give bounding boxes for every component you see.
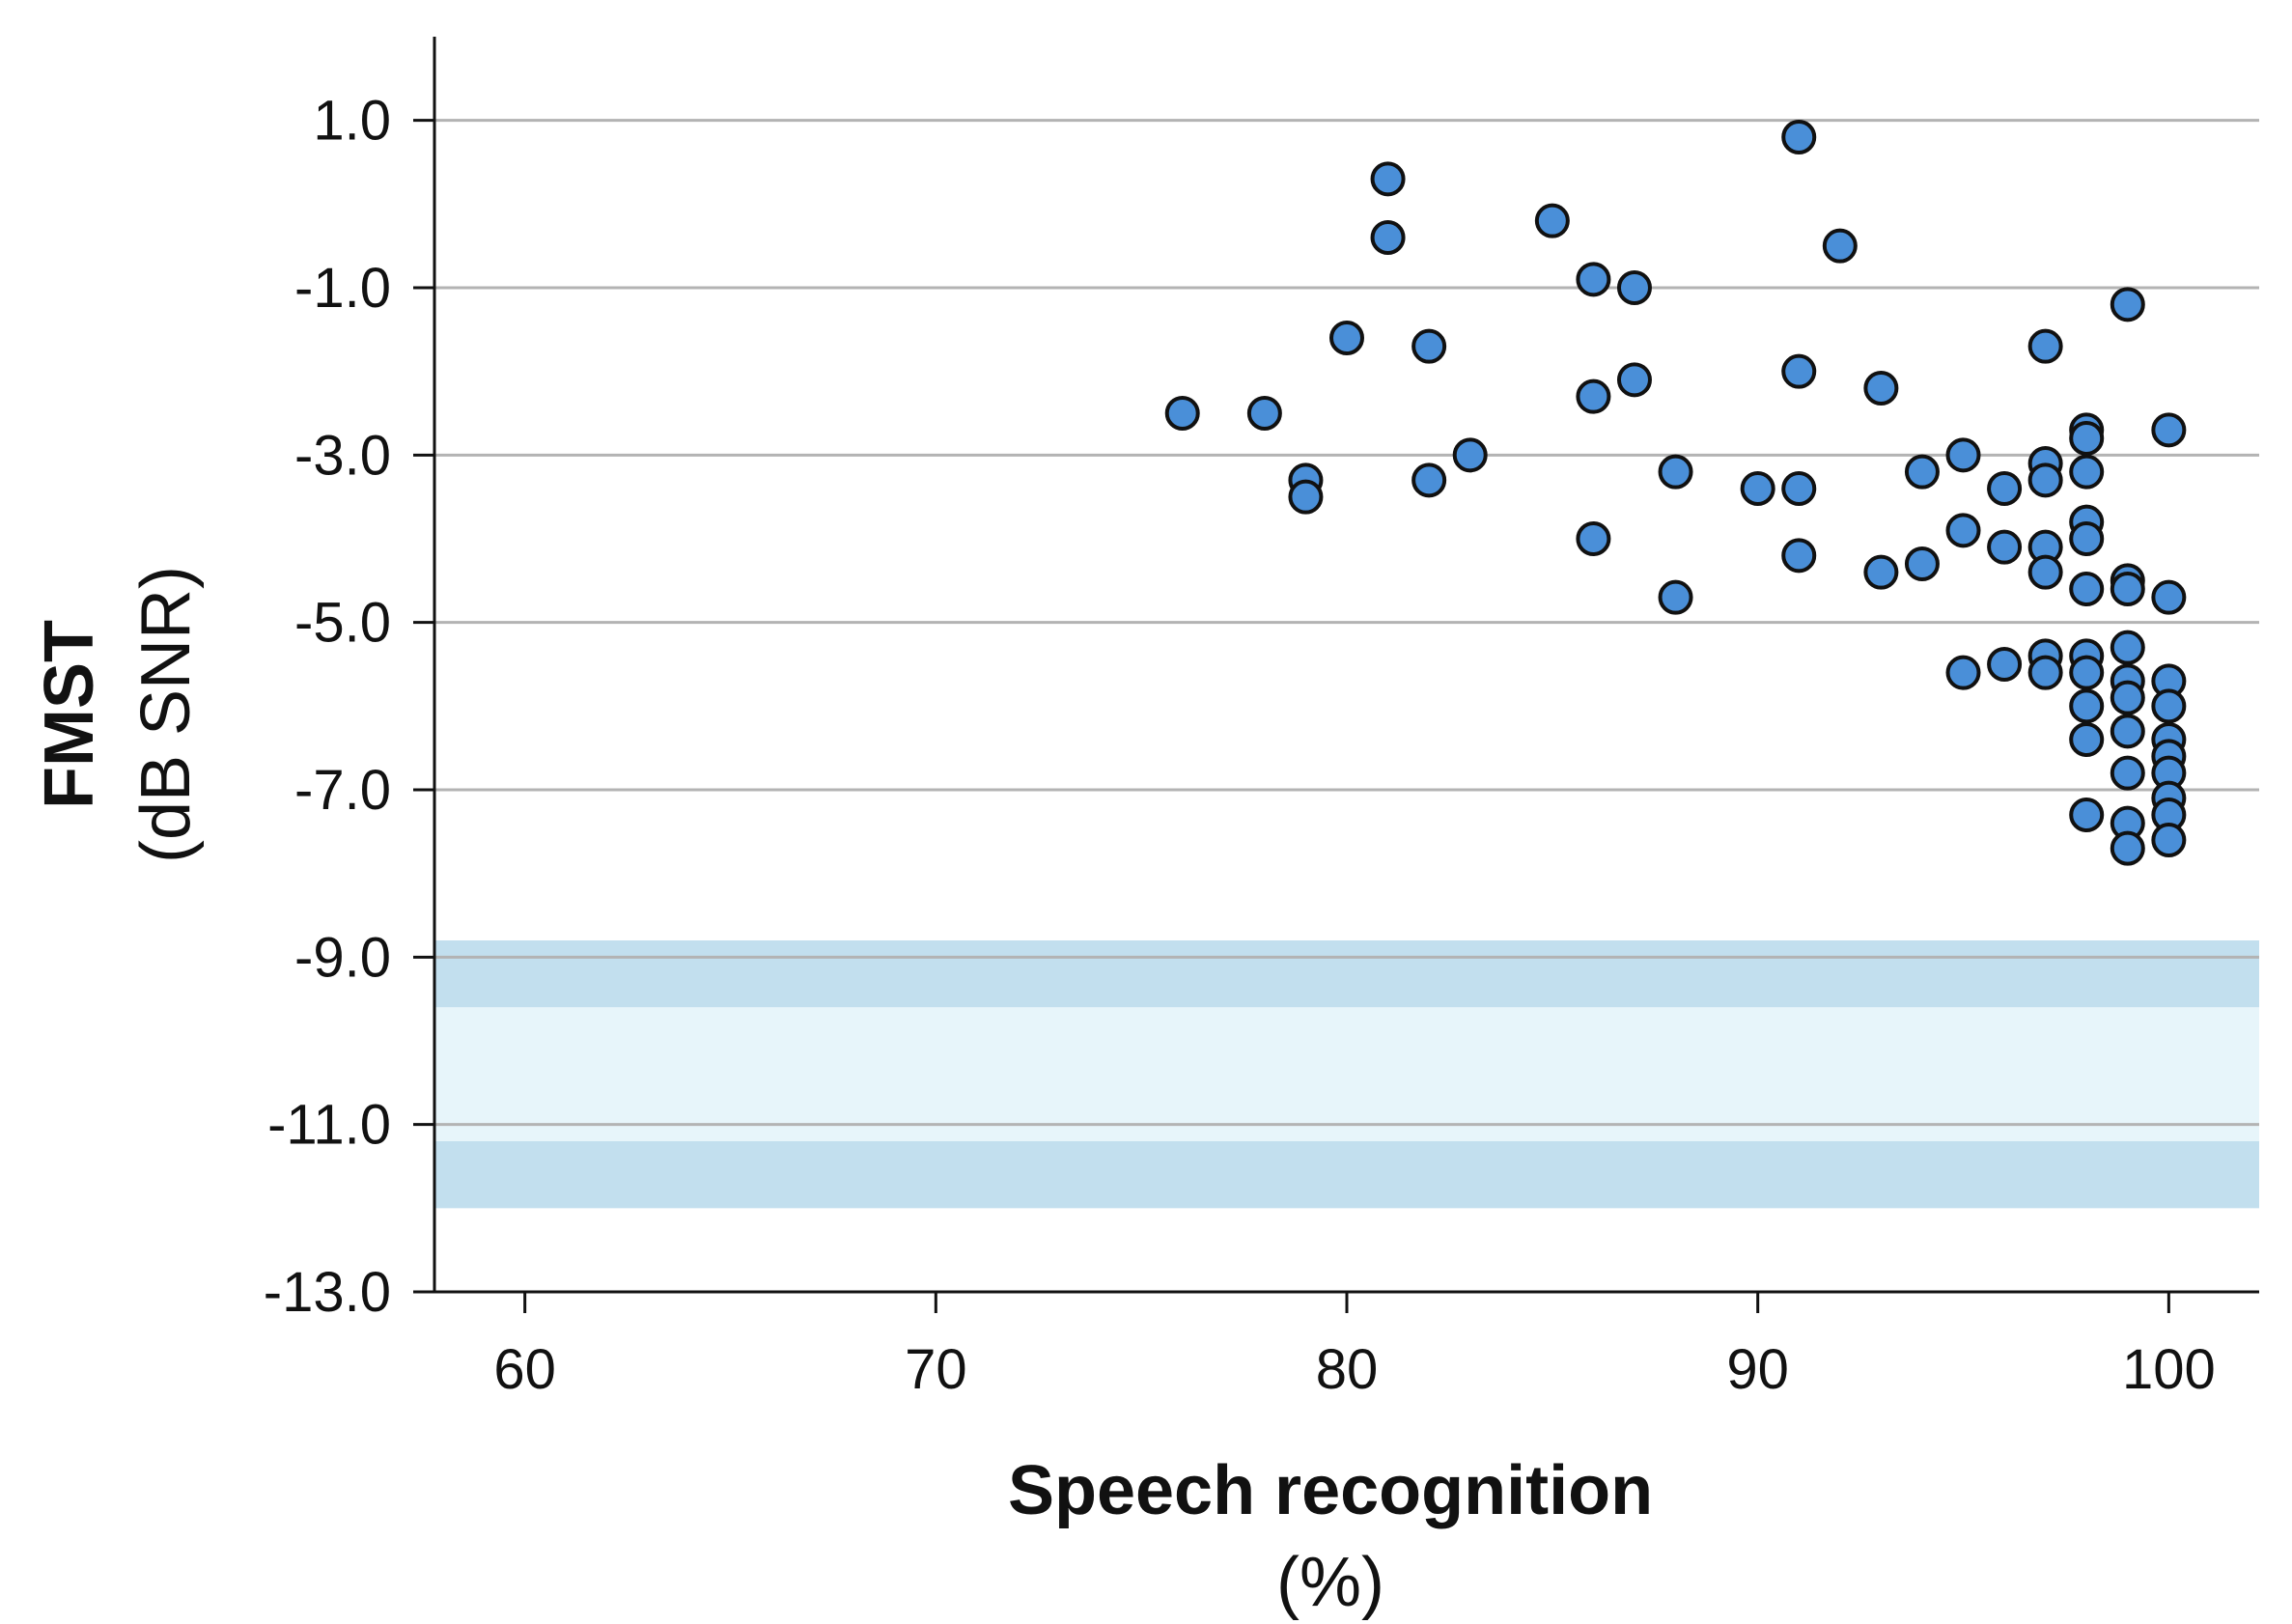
data-point-10 bbox=[1534, 203, 1570, 238]
y-tick-label-0: 1.0 bbox=[313, 90, 391, 153]
data-point-31 bbox=[1987, 471, 2023, 506]
data-point-51 bbox=[2069, 798, 2105, 832]
data-point-61 bbox=[2110, 830, 2145, 866]
data-point-30 bbox=[1945, 655, 1981, 690]
data-point-8 bbox=[1412, 462, 1447, 498]
data-point-52 bbox=[2110, 287, 2145, 322]
data-points bbox=[1164, 120, 2187, 866]
data-point-26 bbox=[1904, 454, 1940, 490]
reference-band-2 bbox=[434, 1141, 2259, 1209]
data-point-48 bbox=[2069, 655, 2105, 690]
data-point-32 bbox=[1987, 529, 2023, 565]
reference-band-1 bbox=[434, 1007, 2259, 1141]
data-point-22 bbox=[1781, 538, 1817, 574]
y-tick-label-6: -11.0 bbox=[267, 1094, 391, 1157]
data-point-71 bbox=[2151, 823, 2187, 857]
data-point-11 bbox=[1576, 262, 1611, 297]
data-point-3 bbox=[1288, 479, 1324, 515]
y-axis-title: FMST bbox=[31, 620, 108, 809]
y-tick-label-4: -7.0 bbox=[294, 759, 391, 822]
data-point-5 bbox=[1370, 161, 1406, 197]
data-point-20 bbox=[1781, 353, 1817, 389]
x-tick-label-4: 100 bbox=[2122, 1338, 2216, 1401]
data-point-58 bbox=[2110, 714, 2145, 749]
x-axis-title: Speech recognition bbox=[1008, 1452, 1653, 1529]
data-point-13 bbox=[1576, 521, 1611, 556]
y-axis-ticks: 1.0 -1.0 -3.0 -5.0 -7.0 -9.0 -11.0 -13.0 bbox=[264, 90, 434, 1324]
data-point-28 bbox=[1945, 437, 1981, 473]
data-point-24 bbox=[1863, 371, 1899, 406]
reference-bands bbox=[434, 940, 2259, 1209]
data-point-40 bbox=[2027, 655, 2063, 690]
data-point-54 bbox=[2110, 572, 2145, 606]
data-point-33 bbox=[1987, 647, 2023, 682]
data-point-46 bbox=[2069, 572, 2105, 606]
x-axis-ticks: 60 70 80 90 100 bbox=[493, 1292, 2216, 1401]
y-tick-label-7: -13.0 bbox=[264, 1261, 391, 1324]
data-point-55 bbox=[2110, 630, 2145, 665]
x-tick-label-1: 70 bbox=[905, 1338, 967, 1401]
grid-lines bbox=[434, 119, 2259, 1127]
x-tick-label-3: 90 bbox=[1726, 1338, 1789, 1401]
data-point-57 bbox=[2110, 680, 2145, 715]
data-point-12 bbox=[1576, 378, 1611, 414]
y-tick-label-2: -3.0 bbox=[294, 424, 391, 487]
data-point-4 bbox=[1329, 321, 1364, 355]
y-tick-label-3: -5.0 bbox=[294, 592, 391, 655]
data-point-7 bbox=[1412, 328, 1447, 364]
data-point-27 bbox=[1904, 546, 1940, 581]
data-point-59 bbox=[2110, 755, 2145, 791]
data-point-43 bbox=[2069, 454, 2105, 490]
data-point-1 bbox=[1246, 396, 1282, 431]
data-point-15 bbox=[1616, 362, 1652, 398]
reference-band-0 bbox=[434, 940, 2259, 1008]
x-tick-label-2: 80 bbox=[1316, 1338, 1379, 1401]
data-point-25 bbox=[1863, 554, 1899, 590]
data-point-29 bbox=[1945, 513, 1981, 548]
data-point-21 bbox=[1781, 471, 1817, 506]
x-tick-label-0: 60 bbox=[493, 1338, 556, 1401]
data-point-50 bbox=[2069, 722, 2105, 757]
data-point-49 bbox=[2069, 688, 2105, 724]
y-tick-label-1: -1.0 bbox=[294, 257, 391, 320]
data-point-45 bbox=[2069, 521, 2105, 556]
data-point-18 bbox=[1740, 471, 1775, 506]
data-point-23 bbox=[1822, 228, 1858, 264]
data-point-17 bbox=[1658, 579, 1693, 615]
data-point-63 bbox=[2151, 579, 2187, 615]
data-point-38 bbox=[2027, 554, 2063, 590]
data-point-16 bbox=[1658, 454, 1693, 490]
data-point-0 bbox=[1164, 396, 1200, 431]
data-point-9 bbox=[1452, 437, 1488, 473]
data-point-19 bbox=[1781, 120, 1817, 154]
data-point-42 bbox=[2069, 421, 2105, 456]
y-axis-unit: (dB SNR) bbox=[127, 566, 205, 863]
x-axis-unit: (%) bbox=[1276, 1544, 1384, 1621]
y-tick-label-5: -9.0 bbox=[294, 926, 391, 989]
data-point-6 bbox=[1370, 220, 1406, 255]
data-point-62 bbox=[2151, 412, 2187, 448]
data-point-36 bbox=[2027, 462, 2063, 498]
data-point-14 bbox=[1616, 270, 1652, 305]
data-point-34 bbox=[2027, 328, 2063, 364]
data-point-65 bbox=[2151, 688, 2187, 724]
